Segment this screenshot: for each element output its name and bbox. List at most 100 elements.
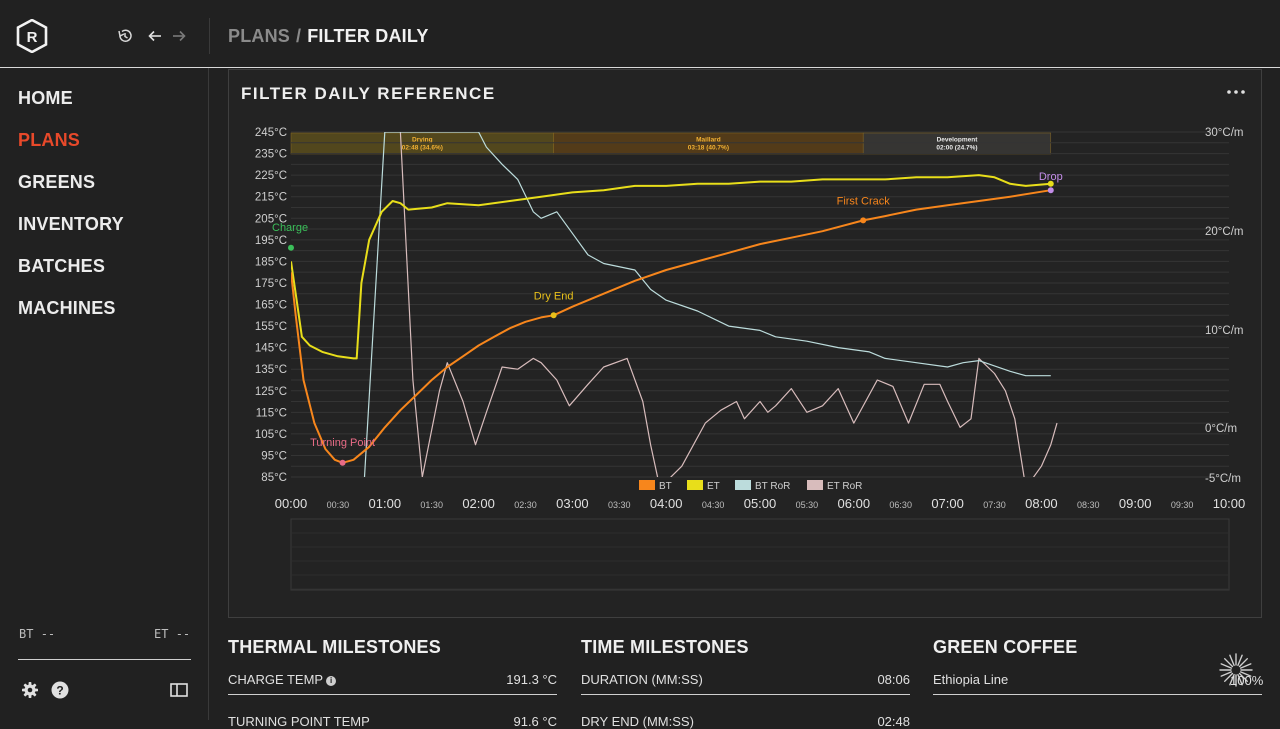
section-title: GREEN COFFEE xyxy=(933,637,1078,657)
x-tick-label: 02:00 xyxy=(462,496,495,511)
breadcrumb-separator: / xyxy=(296,26,302,46)
y-tick-label: 235°C xyxy=(255,149,287,161)
help-icon[interactable]: ? xyxy=(51,681,69,699)
x-tick-label: 03:30 xyxy=(608,500,631,510)
event-label: First Crack xyxy=(837,195,891,207)
sidebar-item-batches[interactable]: BATCHES xyxy=(18,256,106,276)
milestone-label: DRY END (MM:SS) xyxy=(581,714,694,729)
breadcrumb: PLANS / FILTER DAILY xyxy=(228,26,429,47)
phase-value: 02:00 (24.7%) xyxy=(936,145,977,152)
x-tick-label: 06:30 xyxy=(889,500,912,510)
bt-value: -- xyxy=(40,627,56,641)
x-tick-label: 04:00 xyxy=(650,496,683,511)
section-title: TIME MILESTONES xyxy=(581,637,749,657)
event-marker xyxy=(550,312,557,319)
event-label: Drop xyxy=(1039,171,1063,183)
y-tick-label: 95°C xyxy=(261,450,287,462)
forward-arrow-icon[interactable] xyxy=(171,28,187,44)
phase-name: Development xyxy=(937,137,979,144)
event-label: Charge xyxy=(272,222,308,234)
panel-title: FILTER DAILY REFERENCE xyxy=(241,84,496,103)
x-tick-label: 10:00 xyxy=(1213,496,1246,511)
y2-tick-label: 10°C/m xyxy=(1205,325,1243,337)
legend-swatch xyxy=(807,480,823,490)
et-label: ET xyxy=(154,627,169,641)
sidebar-item-inventory[interactable]: INVENTORY xyxy=(18,214,124,234)
x-tick-label: 05:00 xyxy=(744,496,777,511)
legend-swatch xyxy=(639,480,655,490)
y-tick-label: 145°C xyxy=(255,343,287,355)
coffee-name[interactable]: Ethiopia Line xyxy=(933,672,1009,687)
x-tick-label: 09:00 xyxy=(1119,496,1152,511)
series-line-et xyxy=(291,174,1051,360)
y-tick-label: 155°C xyxy=(255,321,287,333)
milestone-label: DURATION (MM:SS) xyxy=(581,672,703,687)
sidebar-item-plans[interactable]: PLANS xyxy=(18,130,81,150)
y2-tick-label: 0°C/m xyxy=(1205,423,1237,435)
x-tick-label: 05:30 xyxy=(796,500,819,510)
x-tick-label: 08:30 xyxy=(1077,500,1100,510)
milestone-row: DURATION (MM:SS) 08:06 xyxy=(581,672,910,695)
legend-label: BT RoR xyxy=(755,481,790,492)
section-title: THERMAL MILESTONES xyxy=(228,637,441,657)
milestone-value: 02:48 xyxy=(877,714,910,729)
event-marker xyxy=(288,244,294,251)
info-icon[interactable]: i xyxy=(326,676,337,686)
y2-tick-label: 30°C/m xyxy=(1205,127,1243,139)
top-bar: R PLANS / FILTER DAILY xyxy=(0,0,1280,68)
sidebar-item-machines[interactable]: MACHINES xyxy=(18,298,116,318)
y-tick-label: 105°C xyxy=(255,429,287,441)
y-tick-label: 165°C xyxy=(255,300,287,312)
x-tick-label: 06:00 xyxy=(838,496,871,511)
sidebar-divider xyxy=(18,659,191,660)
x-tick-label: 07:00 xyxy=(931,496,964,511)
event-marker xyxy=(1047,180,1054,187)
x-tick-label: 01:30 xyxy=(420,500,443,510)
green-coffee: GREEN COFFEE Ethiopia Line xyxy=(933,637,1262,695)
y-tick-label: 245°C xyxy=(255,127,287,139)
spinner-icon xyxy=(1219,653,1253,687)
subplot-frame xyxy=(290,518,1230,591)
bt-readout: BT -- xyxy=(19,627,55,641)
bt-label: BT xyxy=(19,627,34,641)
sidebar-item-home[interactable]: HOME xyxy=(18,88,73,108)
et-readout: ET -- xyxy=(154,627,190,641)
milestone-value: 08:06 xyxy=(877,672,910,687)
y-tick-label: 225°C xyxy=(255,170,287,182)
phase-name: Drying xyxy=(412,137,433,144)
breadcrumb-parent[interactable]: PLANS xyxy=(228,26,291,46)
y-tick-label: 175°C xyxy=(255,278,287,290)
phase-name: Maillard xyxy=(696,137,721,144)
legend-swatch xyxy=(687,480,703,490)
y2-tick-label: -5°C/m xyxy=(1205,473,1241,485)
x-tick-label: 03:00 xyxy=(556,496,589,511)
event-marker xyxy=(860,217,867,224)
et-value: -- xyxy=(175,627,191,641)
y-tick-label: 85°C xyxy=(261,472,287,484)
x-tick-label: 07:30 xyxy=(983,500,1006,510)
divider xyxy=(209,18,210,54)
coffee-row: Ethiopia Line xyxy=(933,672,1262,695)
legend-label: ET RoR xyxy=(827,481,862,492)
history-icon[interactable] xyxy=(117,28,133,44)
back-arrow-icon[interactable] xyxy=(147,28,163,44)
x-tick-label: 00:00 xyxy=(275,496,308,511)
x-tick-label: 00:30 xyxy=(327,500,350,510)
x-tick-label: 08:00 xyxy=(1025,496,1058,511)
phase-value: 03:18 (40.7%) xyxy=(688,145,729,152)
breadcrumb-current: FILTER DAILY xyxy=(307,26,429,46)
milestone-value: 191.3 °C xyxy=(506,672,557,687)
logo-icon[interactable]: R xyxy=(16,19,48,53)
time-milestones: TIME MILESTONES DURATION (MM:SS) 08:06 D… xyxy=(581,637,910,729)
milestone-label: TURNING POINT TEMP xyxy=(228,714,370,729)
event-marker xyxy=(1047,187,1054,194)
more-icon[interactable] xyxy=(1225,85,1247,99)
sidebar-item-greens[interactable]: GREENS xyxy=(18,172,96,192)
gear-icon[interactable] xyxy=(21,681,39,699)
x-tick-label: 02:30 xyxy=(514,500,537,510)
series-line-et-ror xyxy=(399,132,1058,477)
sidebar-toggle-icon[interactable] xyxy=(170,681,188,699)
svg-text:?: ? xyxy=(56,683,63,697)
y-tick-label: 115°C xyxy=(256,407,287,419)
